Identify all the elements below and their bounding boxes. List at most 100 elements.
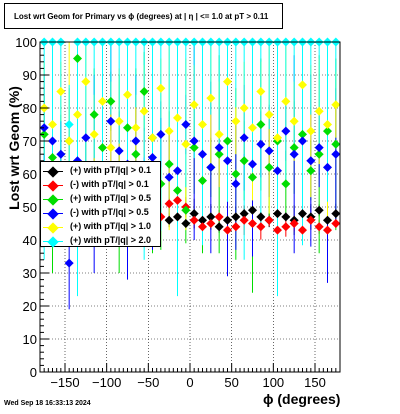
y-tick-label: 70 (23, 134, 37, 149)
data-point (189, 100, 199, 110)
data-point (198, 120, 207, 129)
y-tick-label: 50 (23, 200, 37, 215)
x-axis-label: ϕ (degrees) (263, 391, 341, 407)
data-point (281, 179, 291, 189)
data-point (231, 116, 241, 126)
data-point (298, 129, 307, 139)
data-point (248, 172, 257, 182)
data-point (256, 139, 266, 149)
data-point (314, 205, 324, 215)
data-point (106, 96, 116, 106)
data-point (256, 212, 266, 222)
data-point (98, 143, 107, 153)
legend-marker (47, 180, 59, 192)
data-point (323, 120, 332, 129)
data-point (173, 195, 182, 205)
data-point (273, 166, 282, 176)
data-point (173, 186, 182, 195)
data-point (264, 162, 274, 172)
data-point (248, 123, 257, 133)
data-point (323, 126, 332, 136)
data-point (206, 212, 216, 222)
data-point (256, 222, 266, 232)
legend-label: (-) with pT/|q| > 0.1 (70, 179, 149, 189)
x-tick-label: 0 (186, 375, 193, 390)
legend-marker (47, 222, 59, 234)
y-tick-label: 40 (23, 233, 37, 248)
data-point (181, 205, 191, 215)
y-tick-label: 100 (15, 35, 37, 50)
data-point (81, 77, 91, 87)
data-point (181, 219, 191, 228)
data-point (239, 133, 249, 143)
data-point (239, 103, 249, 113)
data-point (248, 219, 257, 228)
data-point (131, 123, 141, 133)
data-point (214, 129, 224, 139)
data-point (189, 136, 199, 146)
data-point (89, 129, 99, 139)
data-point (148, 153, 157, 162)
data-point (289, 149, 299, 159)
data-point (314, 143, 324, 153)
data-point (264, 215, 274, 225)
data-point (281, 96, 291, 106)
data-point (306, 156, 316, 166)
legend-label: (-) with pT/|q| > 0.5 (70, 207, 149, 217)
x-tick-label: 150 (304, 375, 326, 390)
data-point (181, 120, 191, 129)
chart-title-text: Lost wrt Geom for Primary vs ϕ (degrees)… (14, 12, 269, 21)
data-point (139, 87, 149, 96)
legend-entry: (+) with pT/|q| > 0.1 (41, 164, 162, 178)
legend-entry: (+) with pT/|q| > 2.0 (41, 234, 162, 248)
data-point (206, 162, 216, 172)
data-point (223, 225, 232, 235)
data-point (264, 110, 274, 120)
data-point (198, 222, 207, 232)
data-point (56, 87, 66, 96)
data-point (248, 159, 257, 169)
legend-marker (47, 194, 59, 206)
y-tick-label: 0 (30, 365, 37, 380)
data-point (189, 143, 199, 153)
data-point (206, 219, 216, 228)
data-point (306, 215, 316, 225)
data-point (331, 209, 341, 219)
data-point (48, 120, 57, 129)
data-point (331, 100, 341, 110)
data-point (223, 215, 232, 225)
data-point (298, 209, 307, 219)
data-point (323, 225, 332, 235)
data-point (223, 136, 232, 146)
data-point (331, 219, 341, 228)
data-point (256, 87, 266, 96)
data-point (148, 133, 157, 143)
data-point (264, 146, 274, 156)
legend-marker (47, 236, 59, 248)
data-point (314, 106, 324, 116)
y-tick-label: 80 (23, 101, 37, 116)
data-point (131, 136, 141, 146)
y-tick-label: 30 (23, 266, 37, 281)
data-point (189, 209, 199, 219)
data-point (173, 113, 182, 123)
data-point (114, 146, 124, 156)
data-point (123, 90, 132, 100)
data-point (289, 219, 299, 228)
data-point (98, 96, 107, 106)
data-point (273, 225, 282, 235)
legend-entry: (-) with pT/|q| > 0.1 (41, 178, 162, 192)
axes: −150 −100 −50 0 50 100 150 0 10 20 30 40 50 60 70 80 90 1… (15, 35, 337, 390)
data-point (198, 176, 207, 186)
data-point (156, 129, 166, 139)
data-point (214, 143, 224, 153)
data-point (48, 136, 57, 146)
data-point (214, 222, 224, 232)
data-point (231, 212, 241, 222)
data-point (289, 143, 299, 153)
data-point (89, 110, 99, 120)
data-point (214, 212, 224, 222)
y-tick-label: 90 (23, 68, 37, 83)
data-point (198, 149, 207, 159)
legend-label: (+) with pT/|q| > 2.0 (70, 235, 152, 245)
